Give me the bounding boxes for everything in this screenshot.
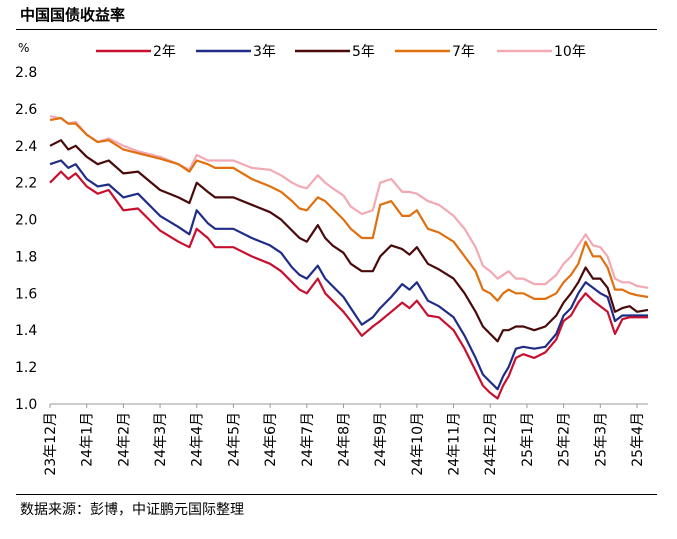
chart-title: 中国国债收益率 xyxy=(20,6,126,24)
title-divider xyxy=(16,29,657,30)
legend-label: 5年 xyxy=(352,44,375,60)
y-unit-label: % xyxy=(18,41,29,55)
legend-label: 7年 xyxy=(452,44,475,60)
x-tick-label: 24年7月 xyxy=(300,412,316,467)
x-tick-label: 24年12月 xyxy=(483,412,499,476)
x-tick-label: 25年2月 xyxy=(557,412,573,467)
x-tick-label: 24年9月 xyxy=(373,412,389,467)
y-tick-label: 2.6 xyxy=(15,102,37,118)
x-tick-label: 25年1月 xyxy=(520,412,536,467)
y-tick-label: 2.8 xyxy=(15,65,37,81)
chart-series-lines xyxy=(49,115,649,400)
line-chart: % 1.0 1.2 1.4 1.6 1.8 2.0 2.2 2.4 2.6 2.8 23年12月 24年… xyxy=(15,41,649,476)
x-tick-label: 24年3月 xyxy=(153,412,169,467)
y-tick-label: 1.4 xyxy=(15,323,37,339)
y-tick-label: 2.0 xyxy=(15,213,37,229)
chart-axes: % 1.0 1.2 1.4 1.6 1.8 2.0 2.2 2.4 2.6 2.8 23年12月 24年… xyxy=(15,41,648,476)
x-tick-label: 24年1月 xyxy=(80,412,96,467)
x-tick-label: 24年4月 xyxy=(190,412,206,467)
data-source-note: 数据来源：彭博，中证鹏元国际整理 xyxy=(20,502,244,518)
y-tick-label: 2.4 xyxy=(15,139,37,155)
chart-legend: 2年 3年 5年 7年 10年 xyxy=(96,44,586,60)
x-tick-label: 25年3月 xyxy=(593,412,609,467)
y-tick-label: 1.6 xyxy=(15,286,37,302)
x-tick-label: 24年5月 xyxy=(226,412,242,467)
x-tick-label: 24年6月 xyxy=(263,412,279,467)
series-line-7年 xyxy=(49,117,649,302)
x-tick-label: 24年2月 xyxy=(116,412,132,467)
legend-label: 3年 xyxy=(253,44,276,60)
x-tick-label: 24年8月 xyxy=(336,412,352,467)
y-tick-label: 1.8 xyxy=(15,249,37,265)
y-tick-label: 1.2 xyxy=(15,360,37,376)
footer-divider xyxy=(16,494,657,495)
y-tick-label: 1.0 xyxy=(15,397,37,413)
x-tick-label: 23年12月 xyxy=(43,412,59,476)
legend-label: 10年 xyxy=(554,44,586,60)
x-tick-label: 24年11月 xyxy=(447,412,463,476)
y-tick-label: 2.2 xyxy=(15,176,37,192)
x-tick-label: 25年4月 xyxy=(630,412,646,467)
series-line-2年 xyxy=(49,170,648,400)
series-line-3年 xyxy=(49,159,648,391)
legend-label: 2年 xyxy=(153,44,176,60)
series-line-5年 xyxy=(49,139,649,343)
x-tick-label: 24年10月 xyxy=(410,412,426,476)
